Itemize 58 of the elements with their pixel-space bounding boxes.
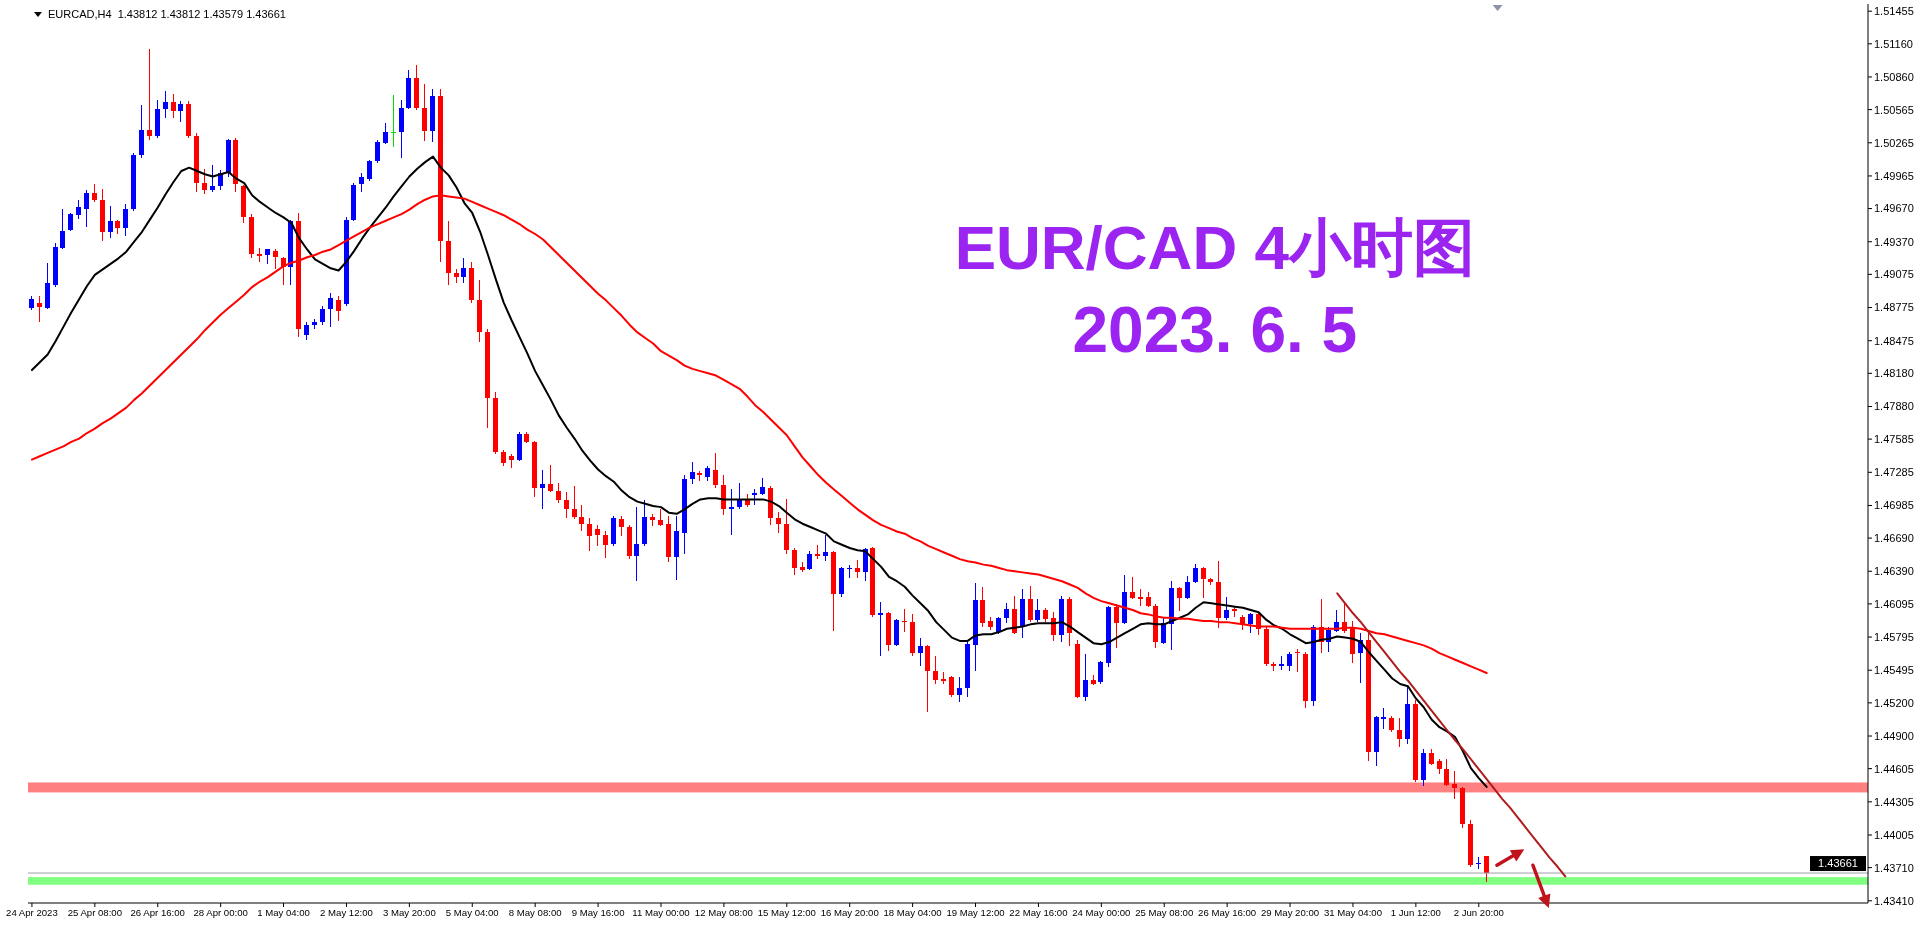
x-tick-label: 1 Jun 12:00	[1390, 906, 1441, 918]
x-tick-label: 9 May 16:00	[571, 906, 625, 918]
y-tick-label: 1.47585	[1874, 433, 1914, 446]
y-tick-label: 1.49370	[1874, 235, 1914, 248]
y-tick-label: 1.44605	[1874, 762, 1914, 775]
y-tick-label: 1.49965	[1874, 169, 1914, 182]
y-tick-label: 1.46690	[1874, 532, 1914, 544]
y-tick-label: 1.45795	[1874, 630, 1914, 643]
y-tick-label: 1.46095	[1874, 597, 1914, 610]
y-tick-label: 1.48180	[1874, 367, 1914, 380]
x-tick-label: 1 May 04:00	[257, 906, 310, 918]
x-tick-label: 3 May 20:00	[382, 906, 436, 918]
line-series	[1336, 592, 1567, 878]
y-tick-label: 1.48775	[1874, 301, 1914, 314]
annotation: EURCAD,H4 1.43812 1.43812 1.43579 1.43661	[48, 8, 286, 21]
y-tick-label: 1.43710	[1874, 861, 1914, 874]
x-tick-label: 31 May 04:00	[1323, 906, 1383, 918]
x-tick-label: 11 May 00:00	[632, 906, 690, 918]
x-tick-label: 28 Apr 00:00	[193, 906, 248, 918]
y-tick-label: 1.47880	[1874, 400, 1914, 413]
x-tick-label: 12 May 08:00	[694, 906, 753, 918]
x-tick-label: 5 May 04:00	[445, 906, 499, 918]
y-tick-label: 1.45495	[1874, 664, 1914, 677]
y-tick-label: 1.51160	[1874, 37, 1913, 50]
y-tick-label: 1.50565	[1874, 103, 1914, 116]
x-tick-label: 18 May 04:00	[883, 906, 942, 918]
x-tick-label: 19 May 12:00	[946, 906, 1005, 918]
y-tick-label: 1.44305	[1874, 795, 1914, 808]
x-tick-label: 2 May 12:00	[320, 906, 373, 918]
ref-line-label: 1.43661	[1818, 857, 1858, 870]
y-tick-label: 1.46985	[1874, 499, 1914, 512]
x-tick-label: 26 May 16:00	[1198, 906, 1257, 918]
x-tick-label: 24 May 00:00	[1072, 906, 1131, 918]
y-tick-label: 1.46390	[1874, 565, 1914, 578]
x-tick-label: 15 May 12:00	[757, 906, 816, 918]
y-tick-label: 1.50860	[1874, 70, 1914, 83]
y-tick-label: 1.44900	[1874, 729, 1914, 742]
x-tick-label: 2 Jun 20:00	[1453, 906, 1504, 918]
y-tick-label: 1.44005	[1874, 828, 1914, 841]
x-tick-label: 22 May 16:00	[1009, 906, 1068, 918]
x-tick-label: 25 Apr 08:00	[67, 906, 123, 918]
y-tick-label: 1.48475	[1874, 334, 1914, 347]
y-tick-label: 1.49670	[1874, 202, 1914, 215]
line-series	[30, 155, 1488, 788]
x-tick-label: 24 Apr 2023	[6, 906, 58, 918]
x-tick-label: 29 May 20:00	[1260, 906, 1320, 918]
x-tick-label: 16 May 20:00	[820, 906, 879, 918]
y-tick-label: 1.50265	[1874, 136, 1914, 149]
x-tick-label: 8 May 08:00	[508, 906, 562, 918]
y-tick-label: 1.45200	[1874, 696, 1914, 709]
x-tick-label: 25 May 08:00	[1135, 906, 1194, 918]
text: EUR/CAD 4小时图	[954, 212, 1475, 282]
y-tick-label: 1.43410	[1874, 894, 1914, 907]
y-tick-label: 1.49075	[1874, 268, 1914, 281]
x-tick-label: 26 Apr 16:00	[130, 906, 185, 918]
text: 2023. 6. 5	[1072, 294, 1358, 367]
y-tick-label: 1.47285	[1874, 466, 1914, 479]
y-tick-label: 1.51455	[1874, 5, 1914, 18]
